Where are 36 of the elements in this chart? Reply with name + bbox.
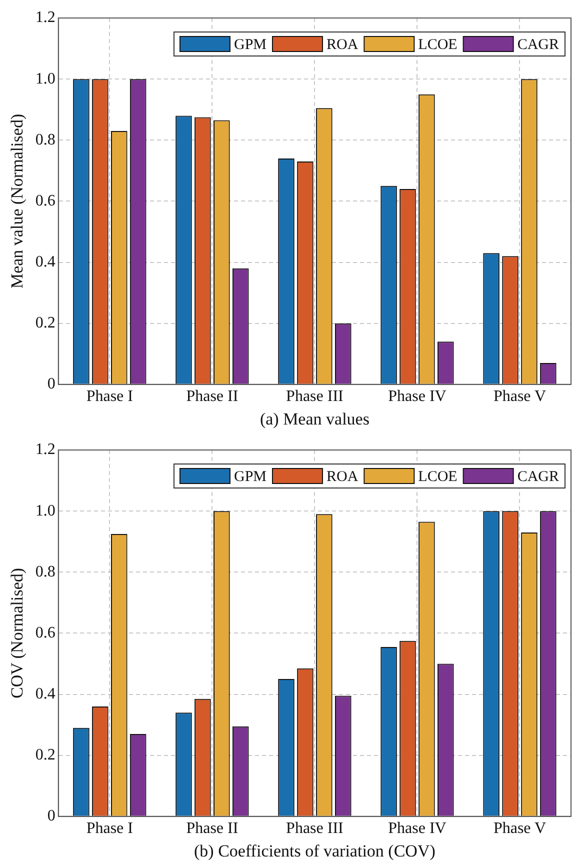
x-tick-label: Phase V bbox=[493, 388, 546, 406]
y-tick-label: 0.6 bbox=[35, 192, 56, 210]
x-axis-title: (a) Mean values bbox=[260, 409, 370, 428]
y-tick-label: 0.8 bbox=[35, 131, 56, 148]
x-tick-label: Phase I bbox=[86, 820, 133, 838]
legend-label: GPM bbox=[234, 36, 266, 53]
legend-label: GPM bbox=[234, 468, 266, 485]
legend-label: ROA bbox=[326, 468, 358, 485]
y-tick-label: 0.2 bbox=[35, 314, 56, 332]
legend-label: CAGR bbox=[517, 468, 560, 485]
x-tick-label: Phase III bbox=[286, 388, 344, 406]
y-tick-label: 1.2 bbox=[35, 441, 56, 458]
legend-label: LCOE bbox=[418, 36, 458, 53]
y-axis-title: COV (Normalised) bbox=[8, 568, 27, 698]
y-tick-label: 0 bbox=[47, 376, 56, 393]
x-axis-title: (b) Coefficients of variation (COV) bbox=[194, 841, 436, 860]
x-tick-label: Phase III bbox=[286, 820, 344, 838]
y-tick-label: 1.0 bbox=[35, 70, 56, 88]
y-axis-title: Mean value (Normalised) bbox=[8, 114, 27, 289]
y-tick-label: 0.4 bbox=[35, 253, 56, 270]
x-tick-label: Phase IV bbox=[388, 820, 447, 838]
y-tick-label: 0 bbox=[47, 808, 56, 825]
legend-label: ROA bbox=[326, 36, 358, 53]
x-tick-label: Phase V bbox=[493, 820, 546, 838]
legend-label: LCOE bbox=[418, 468, 458, 485]
y-tick-label: 0.2 bbox=[35, 746, 56, 764]
x-tick-label: Phase IV bbox=[388, 388, 447, 406]
legend-label: CAGR bbox=[517, 36, 560, 53]
x-tick-label: Phase I bbox=[86, 388, 133, 406]
x-tick-label: Phase II bbox=[186, 388, 238, 406]
y-tick-label: 1.2 bbox=[35, 9, 56, 26]
x-tick-label: Phase II bbox=[186, 820, 238, 838]
y-tick-label: 1.0 bbox=[35, 502, 56, 520]
y-tick-label: 0.4 bbox=[35, 685, 56, 702]
y-tick-label: 0.6 bbox=[35, 624, 56, 642]
y-tick-label: 0.8 bbox=[35, 563, 56, 580]
